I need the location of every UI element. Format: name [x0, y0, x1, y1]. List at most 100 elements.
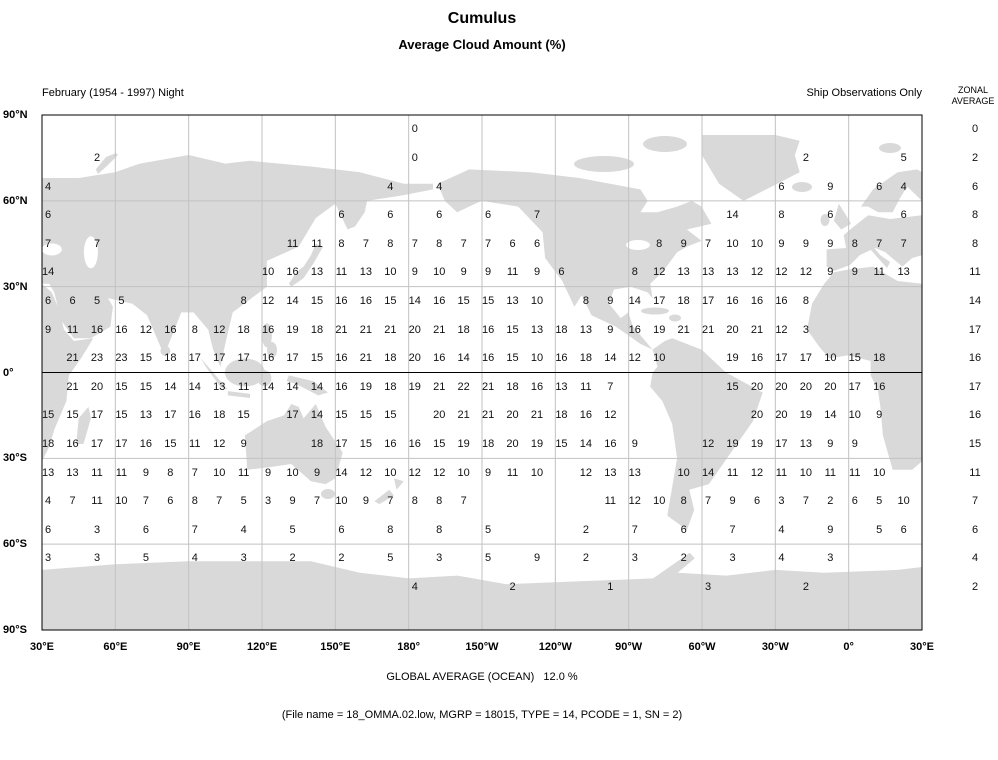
cell-value: 8	[631, 266, 638, 279]
cell-value: 11	[66, 323, 79, 336]
y-tick-label: 90°N	[3, 109, 28, 121]
cell-value: 12	[408, 466, 421, 479]
cell-value: 16	[775, 294, 788, 307]
cell-value: 8	[436, 523, 443, 536]
cell-value: 8	[411, 495, 418, 508]
x-tick-label: 90°E	[176, 641, 201, 653]
cell-value: 7	[705, 237, 712, 250]
cell-value: 13	[726, 266, 739, 279]
cell-value: 15	[433, 438, 446, 451]
cell-value: 6	[436, 209, 443, 222]
cell-value: 13	[41, 466, 55, 479]
cell-value: 21	[335, 323, 348, 336]
cell-value: 15	[139, 352, 152, 365]
cell-value: 7	[607, 380, 614, 393]
cell-value: 9	[827, 180, 834, 193]
cell-value: 6	[900, 209, 907, 222]
cell-value: 17	[775, 352, 788, 365]
cell-value: 8	[851, 237, 858, 250]
cell-value: 18	[384, 352, 397, 365]
cell-value: 10	[750, 237, 764, 250]
cell-value: 3	[265, 495, 272, 508]
cell-value: 18	[457, 323, 470, 336]
zonal-average-value: 11	[969, 266, 981, 279]
cell-value: 12	[653, 266, 666, 279]
cell-value: 0	[411, 123, 418, 136]
landmass-north-america	[437, 169, 712, 350]
cell-value: 20	[824, 380, 837, 393]
cell-value: 16	[335, 352, 348, 365]
cell-value: 16	[90, 323, 104, 336]
cell-value: 7	[93, 237, 101, 250]
cell-value: 5	[289, 523, 296, 536]
x-tick-label: 120°E	[246, 641, 278, 653]
cell-value: 8	[338, 237, 345, 250]
x-tick-label: 30°E	[30, 641, 54, 653]
cell-value: 4	[240, 523, 247, 536]
landmass-new-guinea	[286, 375, 328, 396]
cell-value: 2	[509, 581, 516, 594]
cell-value: 10	[384, 266, 397, 279]
cell-value: 20	[750, 409, 764, 422]
cell-value: 9	[827, 523, 834, 536]
cell-value: 14	[310, 409, 324, 422]
cell-value: 8	[387, 237, 394, 250]
cell-value: 6	[827, 209, 834, 222]
cell-value: 18	[41, 438, 55, 451]
cell-value: 11	[849, 466, 861, 479]
cell-value: 9	[851, 438, 858, 451]
cell-value: 7	[631, 523, 638, 536]
page-title: Cumulus	[447, 10, 517, 27]
cell-value: 9	[313, 466, 321, 479]
cell-value: 22	[457, 380, 470, 393]
cell-value: 9	[485, 466, 492, 479]
cell-value: 16	[408, 438, 421, 451]
cell-value: 6	[900, 523, 907, 536]
cell-value: 5	[387, 552, 394, 565]
cell-value: 8	[582, 294, 589, 307]
cell-value: 7	[411, 237, 418, 250]
x-tick-label: 60°W	[688, 641, 716, 653]
cell-value: 12	[799, 266, 812, 279]
cell-value: 7	[802, 495, 809, 508]
cell-value: 2	[289, 552, 296, 565]
cell-value: 17	[115, 438, 128, 451]
cell-value: 17	[653, 294, 666, 307]
cell-value: 9	[45, 323, 52, 336]
cell-value: 21	[481, 409, 495, 422]
cell-value: 21	[433, 380, 446, 393]
cell-value: 7	[313, 495, 321, 508]
cell-value: 18	[677, 294, 690, 307]
x-tick-label: 150°W	[465, 641, 499, 653]
x-tick-label: 150°E	[320, 641, 351, 653]
cell-value: 10	[848, 409, 861, 422]
cell-value: 16	[433, 352, 446, 365]
landmass-svalbard	[879, 143, 901, 153]
x-tick-label: 30°E	[910, 641, 934, 653]
cell-value: 19	[653, 323, 666, 336]
cell-value: 4	[45, 180, 52, 193]
cell-value: 3	[93, 552, 101, 565]
cell-value: 14	[164, 380, 177, 393]
cell-value: 12	[433, 466, 446, 479]
zonal-average-value: 16	[968, 409, 982, 422]
cell-value: 12	[775, 323, 788, 336]
landmass-arctic-island-west	[574, 156, 634, 172]
cell-value: 5	[240, 495, 247, 508]
cell-value: 8	[680, 495, 687, 508]
landmass-africa-west	[807, 266, 922, 470]
cell-value: 10	[824, 352, 837, 365]
cell-value: 16	[164, 323, 177, 336]
x-tick-label: 60°E	[103, 641, 128, 653]
cell-value: 2	[582, 523, 589, 536]
cell-value: 10	[799, 466, 812, 479]
cell-value: 0	[411, 151, 418, 164]
cell-value: 12	[213, 323, 226, 336]
cell-value: 4	[436, 180, 443, 193]
y-tick-label: 90°S	[3, 624, 27, 636]
cell-value: 2	[680, 552, 687, 565]
cell-value: 13	[213, 380, 226, 393]
source-note: Ship Observations Only	[806, 87, 922, 99]
cell-value: 16	[579, 409, 592, 422]
cell-value: 11	[775, 466, 788, 479]
